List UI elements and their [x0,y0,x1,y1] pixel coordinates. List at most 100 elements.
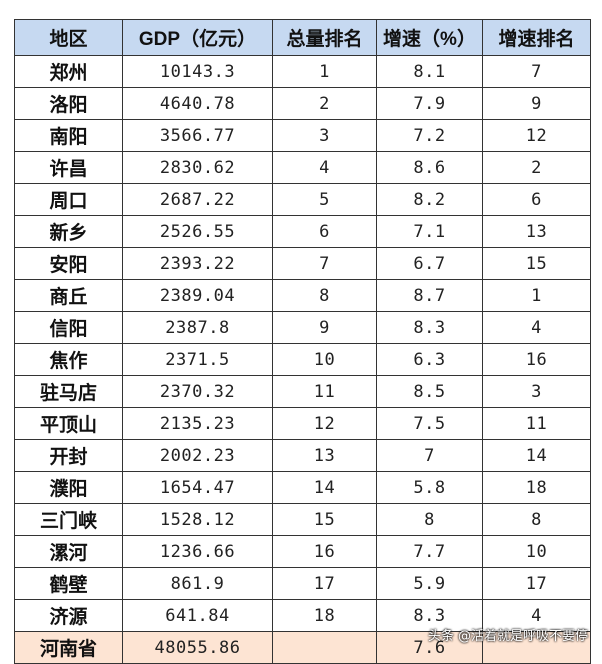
cell-gdp: 2830.62 [122,151,273,184]
cell-region: 郑州 [14,55,123,88]
total-cell-gdp: 48055.86 [122,631,273,664]
cell-growth: 8.6 [376,151,483,184]
cell-growth-rank: 4 [482,599,591,632]
cell-growth-rank: 6 [482,183,591,216]
table-row: 许昌 2830.62 4 8.6 2 [14,151,591,184]
cell-total-rank: 12 [272,407,377,440]
header-gdp: GDP（亿元） [122,19,273,56]
cell-region: 周口 [14,183,123,216]
cell-gdp: 641.84 [122,599,273,632]
cell-total-rank: 17 [272,567,377,600]
table-row: 鹤壁 861.9 17 5.9 17 [14,567,591,600]
cell-growth: 8.5 [376,375,483,408]
table-row: 安阳 2393.22 7 6.7 15 [14,247,591,280]
cell-growth-rank: 15 [482,247,591,280]
cell-gdp: 861.9 [122,567,273,600]
cell-region: 开封 [14,439,123,472]
table-row: 开封 2002.23 13 7 14 [14,439,591,472]
cell-region: 平顶山 [14,407,123,440]
header-total-rank: 总量排名 [272,19,377,56]
cell-gdp: 2387.8 [122,311,273,344]
cell-region: 安阳 [14,247,123,280]
cell-growth: 5.8 [376,471,483,504]
table-row: 驻马店 2370.32 11 8.5 3 [14,375,591,408]
cell-total-rank: 15 [272,503,377,536]
cell-growth-rank: 18 [482,471,591,504]
cell-growth-rank: 17 [482,567,591,600]
cell-gdp: 2389.04 [122,279,273,312]
cell-gdp: 3566.77 [122,119,273,152]
cell-growth: 8.1 [376,55,483,88]
cell-region: 濮阳 [14,471,123,504]
cell-growth-rank: 11 [482,407,591,440]
cell-growth: 7.5 [376,407,483,440]
cell-growth: 8 [376,503,483,536]
cell-growth: 6.3 [376,343,483,376]
cell-growth-rank: 9 [482,87,591,120]
cell-total-rank: 2 [272,87,377,120]
cell-total-rank: 13 [272,439,377,472]
cell-total-rank: 9 [272,311,377,344]
cell-gdp: 2393.22 [122,247,273,280]
table-row: 信阳 2387.8 9 8.3 4 [14,311,591,344]
table-row: 濮阳 1654.47 14 5.8 18 [14,471,591,504]
cell-growth: 7 [376,439,483,472]
cell-total-rank: 8 [272,279,377,312]
cell-gdp: 2135.23 [122,407,273,440]
cell-growth: 6.7 [376,247,483,280]
cell-total-rank: 16 [272,535,377,568]
header-growth: 增速（%） [376,19,483,56]
cell-gdp: 1654.47 [122,471,273,504]
cell-region: 洛阳 [14,87,123,120]
cell-region: 驻马店 [14,375,123,408]
cell-growth-rank: 4 [482,311,591,344]
table-row: 济源 641.84 18 8.3 4 [14,599,591,632]
cell-total-rank: 10 [272,343,377,376]
cell-region: 漯河 [14,535,123,568]
cell-growth: 8.7 [376,279,483,312]
header-region: 地区 [14,19,123,56]
table-row: 郑州 10143.3 1 8.1 7 [14,55,591,88]
cell-region: 新乡 [14,215,123,248]
cell-total-rank: 7 [272,247,377,280]
cell-growth-rank: 14 [482,439,591,472]
cell-total-rank: 11 [272,375,377,408]
cell-total-rank: 5 [272,183,377,216]
cell-growth: 8.2 [376,183,483,216]
gdp-table-container: 地区 GDP（亿元） 总量排名 增速（%） 增速排名 郑州 10143.3 1 8.1… [14,19,591,664]
cell-growth-rank: 8 [482,503,591,536]
cell-gdp: 4640.78 [122,87,273,120]
cell-total-rank: 18 [272,599,377,632]
cell-region: 信阳 [14,311,123,344]
cell-gdp: 1236.66 [122,535,273,568]
cell-region: 商丘 [14,279,123,312]
cell-region: 济源 [14,599,123,632]
cell-growth: 7.7 [376,535,483,568]
table-body: 郑州 10143.3 1 8.1 7 洛阳 4640.78 2 7.9 9 南阳 3566.77 3 7.… [14,55,591,664]
table-row: 周口 2687.22 5 8.2 6 [14,183,591,216]
cell-gdp: 2687.22 [122,183,273,216]
total-cell-region: 河南省 [14,631,123,664]
cell-growth: 7.1 [376,215,483,248]
cell-gdp: 2526.55 [122,215,273,248]
cell-growth-rank: 1 [482,279,591,312]
cell-region: 三门峡 [14,503,123,536]
cell-total-rank: 1 [272,55,377,88]
cell-gdp: 2371.5 [122,343,273,376]
total-cell-total-rank [272,631,377,664]
cell-growth-rank: 10 [482,535,591,568]
cell-gdp: 2002.23 [122,439,273,472]
cell-growth: 7.9 [376,87,483,120]
cell-growth: 7.2 [376,119,483,152]
table-row: 三门峡 1528.12 15 8 8 [14,503,591,536]
cell-gdp: 10143.3 [122,55,273,88]
cell-gdp: 2370.32 [122,375,273,408]
table-row: 南阳 3566.77 3 7.2 12 [14,119,591,152]
cell-total-rank: 3 [272,119,377,152]
cell-growth: 8.3 [376,599,483,632]
cell-growth: 8.3 [376,311,483,344]
cell-total-rank: 14 [272,471,377,504]
cell-growth-rank: 2 [482,151,591,184]
table-row: 商丘 2389.04 8 8.7 1 [14,279,591,312]
cell-gdp: 1528.12 [122,503,273,536]
